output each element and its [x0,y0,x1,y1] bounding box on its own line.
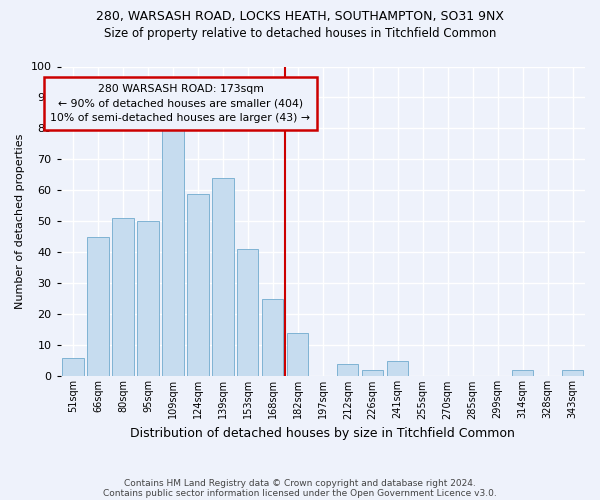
Text: 280, WARSASH ROAD, LOCKS HEATH, SOUTHAMPTON, SO31 9NX: 280, WARSASH ROAD, LOCKS HEATH, SOUTHAMP… [96,10,504,23]
Bar [287,333,308,376]
Bar [112,218,134,376]
Bar [387,361,409,376]
Bar [362,370,383,376]
Y-axis label: Number of detached properties: Number of detached properties [15,134,25,309]
Bar [237,250,259,376]
Text: 280 WARSASH ROAD: 173sqm
← 90% of detached houses are smaller (404)
10% of semi-: 280 WARSASH ROAD: 173sqm ← 90% of detach… [50,84,310,124]
Bar [512,370,533,376]
Bar [337,364,358,376]
Bar [88,237,109,376]
Bar [562,370,583,376]
Bar [262,299,283,376]
Text: Contains HM Land Registry data © Crown copyright and database right 2024.: Contains HM Land Registry data © Crown c… [124,478,476,488]
Bar [163,128,184,376]
Bar [212,178,233,376]
Text: Size of property relative to detached houses in Titchfield Common: Size of property relative to detached ho… [104,28,496,40]
Text: Contains public sector information licensed under the Open Government Licence v3: Contains public sector information licen… [103,488,497,498]
Bar [137,222,158,376]
Bar [187,194,209,376]
X-axis label: Distribution of detached houses by size in Titchfield Common: Distribution of detached houses by size … [130,427,515,440]
Bar [62,358,83,376]
